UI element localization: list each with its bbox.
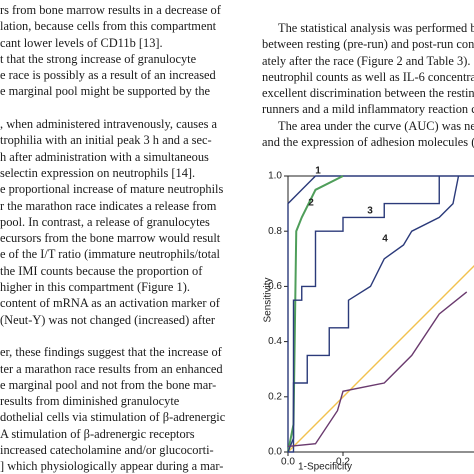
text-line: neutrophil counts as well as IL-6 concen… <box>262 69 474 84</box>
x-tick-label: 0.2 <box>336 457 350 468</box>
text-line: ecursors from the bone marrow would resu… <box>0 231 221 246</box>
text-line: pool. In contrast, a release of granuloc… <box>0 214 210 229</box>
text-line: A stimulation of β-adrenergic receptors <box>0 426 195 441</box>
text-line: The statistical analysis was performed b… <box>278 21 474 35</box>
curve-label: 2 <box>308 198 314 209</box>
x-tick-label: 0.0 <box>281 457 295 468</box>
text-line: results from diminished granulocyte <box>0 394 180 409</box>
text-line: , when administered intravenously, cause… <box>0 117 217 132</box>
text-line: e proportional increase of mature neutro… <box>0 182 224 197</box>
text-line: ter a marathon race results from an enha… <box>0 361 223 376</box>
text-line: dothelial cells via stimulation of β-adr… <box>0 410 226 425</box>
text-line: selectin expression on neutrophils [14]. <box>0 165 196 180</box>
text-line: between resting (pre-run) and post-run c… <box>262 37 474 52</box>
y-tick-label: 1.0 <box>268 171 282 182</box>
text-line: excellent discrimination between the res… <box>262 86 474 101</box>
roc-curve <box>287 291 468 448</box>
text-line: and the expression of adhesion molecules… <box>262 135 474 150</box>
left-column: rs from bone marrow results in a decreas… <box>0 2 252 474</box>
text-line: trophilia with an initial peak 3 h and a… <box>0 133 212 148</box>
text-line: ] which physiologically appear during a … <box>0 459 224 474</box>
text-line: lation, because cells from this compartm… <box>0 19 217 34</box>
text-line: increased catecholamine and/or glucocort… <box>0 443 214 458</box>
text-line: the IMI counts because the proportion of <box>0 263 203 278</box>
text-line: er, these findings suggest that the incr… <box>0 345 222 360</box>
curve-label: 4 <box>382 234 388 245</box>
text-line: h after administration with a simultaneo… <box>0 149 209 164</box>
text-line: r the marathon race indicates a release … <box>0 198 217 213</box>
right-column: The statistical analysis was performed b… <box>262 20 474 150</box>
roc-curve <box>287 175 344 453</box>
y-tick-label: 0.4 <box>268 336 282 347</box>
text-line: (Neut-Y) was not changed (increased) aft… <box>0 312 216 327</box>
curve-label: 3 <box>367 206 373 217</box>
paragraph: rs from bone marrow results in a decreas… <box>0 2 252 100</box>
roc-curve <box>287 176 440 453</box>
text-line: higher in this compartment (Figure 1). <box>0 280 190 295</box>
roc-curve <box>287 175 474 452</box>
text-line: runners and a mild inflammatory reaction… <box>262 102 474 117</box>
text-line: cant lower levels of CD11b [13]. <box>0 35 163 50</box>
y-tick-label: 0.8 <box>268 226 282 237</box>
y-tick-label: 0.0 <box>268 447 282 458</box>
text-line: rs from bone marrow results in a decreas… <box>0 3 221 17</box>
text-line: e race is possibly as a result of an inc… <box>0 68 216 83</box>
reference-diagonal <box>287 265 474 453</box>
text-line: e marginal pool might be supported by th… <box>0 84 211 99</box>
text-line: The area under the curve (AUC) was near <box>278 118 474 133</box>
y-tick-label: 0.6 <box>268 281 282 292</box>
roc-curve <box>288 175 460 453</box>
y-axis-label: Sensitivity <box>263 277 274 322</box>
x-axis-label: 1-Specificity <box>298 462 352 473</box>
text-line: t that the strong increase of granulocyt… <box>0 51 197 66</box>
text-line: content of mRNA as an activation marker … <box>0 296 220 311</box>
text-line: e of the I/T ratio (immature neutrophils… <box>0 247 220 262</box>
paragraph: er, these findings suggest that the incr… <box>0 344 252 474</box>
text-line: ately after the race (Figure 2 and Table… <box>262 53 471 68</box>
paragraph: , when administered intravenously, cause… <box>0 116 252 328</box>
curve-label: 1 <box>315 166 321 177</box>
y-tick-label: 0.2 <box>268 391 282 402</box>
text-line: e marginal pool and not from the bone ma… <box>0 377 217 392</box>
